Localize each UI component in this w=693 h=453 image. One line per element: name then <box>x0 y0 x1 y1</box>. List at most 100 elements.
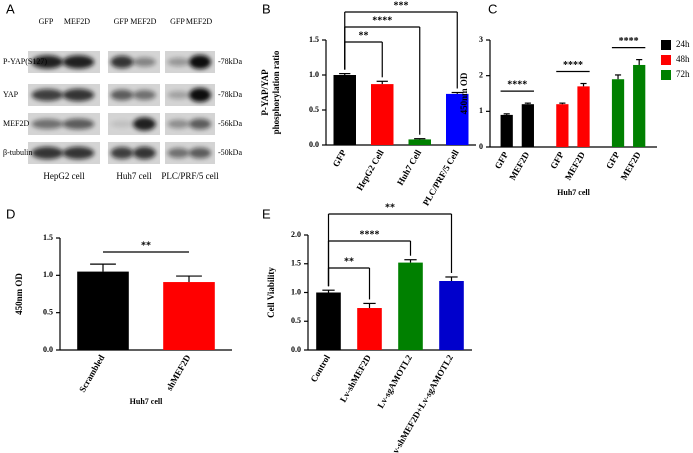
bar <box>446 93 469 145</box>
blot-band <box>110 120 134 128</box>
y-axis-label: Cell Viability <box>266 267 276 318</box>
lane-label: MEF2D <box>64 17 90 26</box>
panel-label: A <box>6 1 15 16</box>
significance-label: ** <box>359 30 369 41</box>
blot-band <box>62 118 95 130</box>
legend-label: 24h <box>676 39 690 49</box>
significance-label: **** <box>563 60 583 71</box>
y-tick-label: 0.5 <box>309 105 319 114</box>
significance-label: ** <box>385 202 395 213</box>
x-tick-label: Lv-sgAMOTL2 <box>375 353 414 410</box>
significance-label: **** <box>619 36 639 47</box>
blot-band <box>110 89 134 101</box>
bar <box>439 281 464 350</box>
y-tick-label: 1.0 <box>291 287 301 296</box>
x-tick-label: shMEF2D <box>164 353 193 393</box>
lane-label: GFP <box>39 17 54 26</box>
cell-label: PLC/PRF/5 cell <box>161 171 219 181</box>
lane-label: MEF2D <box>186 17 212 26</box>
x-tick-label: Lv-shMEF2D <box>338 353 373 404</box>
legend-label: 72h <box>676 69 690 79</box>
blot-band <box>110 147 134 159</box>
y-tick-label: 0.0 <box>43 345 53 354</box>
y-axis-label: 450nm OD <box>459 72 469 114</box>
significance-label: **** <box>360 229 380 240</box>
legend-swatch <box>661 70 671 80</box>
blot-band <box>31 89 64 101</box>
bar <box>556 104 569 147</box>
protein-label: YAP <box>3 90 19 99</box>
bar <box>633 64 646 147</box>
legend-swatch <box>661 40 671 50</box>
panel-label: C <box>488 1 497 16</box>
lane-label: GFP <box>114 17 129 26</box>
x-tick-label: GFP <box>331 148 349 169</box>
significance-label: **** <box>507 79 527 90</box>
y-axis-label: phosphorylation ratio <box>271 50 281 134</box>
bar <box>333 75 356 145</box>
x-tick-label: GFP <box>493 150 511 171</box>
blot-band <box>132 57 156 67</box>
legend-label: 48h <box>676 54 690 64</box>
size-label: -56kDa <box>218 119 242 128</box>
bar <box>316 292 341 350</box>
blot-band <box>167 148 190 158</box>
significance-label: ** <box>344 256 354 267</box>
bar <box>163 282 215 350</box>
blot-band <box>62 55 95 69</box>
x-tick-label: MEF2D <box>507 150 531 182</box>
blot-band <box>62 88 95 102</box>
x-tick-label: PLC/PRF/5 Cell <box>421 148 461 208</box>
blot-band <box>189 55 211 69</box>
panel-label: B <box>262 1 271 16</box>
lane-label: MEF2D <box>130 17 156 26</box>
x-tick-label: MEF2D <box>619 150 643 182</box>
y-tick-label: 2 <box>479 70 483 79</box>
y-tick-label: 1.0 <box>309 70 319 79</box>
blot-band <box>167 91 190 99</box>
legend-swatch <box>661 55 671 65</box>
blot-band <box>167 119 190 129</box>
significance-label: **** <box>372 15 392 26</box>
x-tick-label: Control <box>308 353 332 384</box>
x-tick-label: GFP <box>604 150 622 171</box>
x-tick-label: HepG2 Cell <box>354 148 386 193</box>
blot-band <box>189 118 211 130</box>
size-label: -50kDa <box>218 148 242 157</box>
lane-label: GFP <box>170 17 185 26</box>
blot-band <box>62 146 95 160</box>
y-tick-label: 0.0 <box>309 140 319 149</box>
blot-band <box>31 146 64 160</box>
bar <box>408 139 431 145</box>
x-tick-label: Huh7 Cell <box>395 148 424 187</box>
protein-label: MEF2D <box>3 119 29 128</box>
x-tick-label: Scrambled <box>77 353 106 394</box>
bar <box>500 114 513 147</box>
bar <box>521 104 534 147</box>
x-tick-label: MEF2D <box>563 150 587 182</box>
blot-band <box>167 57 190 67</box>
y-tick-label: 1.0 <box>43 270 53 279</box>
bar <box>371 84 394 145</box>
x-axis-label: Huh7 cell <box>130 397 163 406</box>
blot-band <box>132 146 156 160</box>
cell-label: Huh7 cell <box>116 171 152 181</box>
panel-label: D <box>6 206 15 221</box>
protein-label: P-YAP(S127) <box>3 57 47 66</box>
panel-label: E <box>262 206 271 221</box>
x-tick-label: GFP <box>548 150 566 171</box>
blot-band <box>31 119 64 129</box>
bar <box>611 79 625 147</box>
y-axis-label: 450nm OD <box>14 273 24 315</box>
y-tick-label: 2.0 <box>291 230 301 239</box>
blot-band <box>110 55 134 69</box>
y-tick-label: 3 <box>479 35 483 44</box>
bar <box>77 271 129 350</box>
x-axis-label: Huh7 cell <box>557 188 590 197</box>
size-label: -78kDa <box>218 90 242 99</box>
y-tick-label: 1.5 <box>309 35 319 44</box>
cell-label: HepG2 cell <box>43 171 85 181</box>
bar <box>357 308 382 350</box>
